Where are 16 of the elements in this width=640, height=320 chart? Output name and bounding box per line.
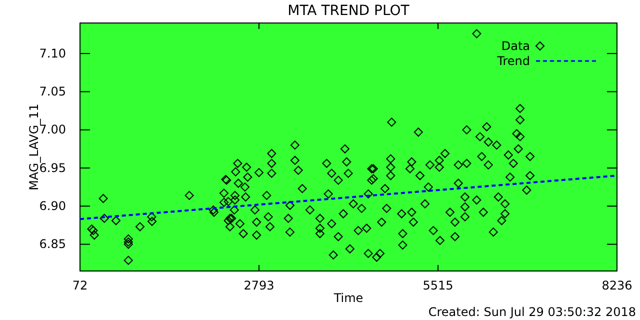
y-tick-label: 6.90	[39, 198, 66, 213]
legend-label: Trend	[496, 54, 530, 68]
y-tick-label: 7.00	[39, 122, 66, 137]
y-tick-label: 7.10	[39, 46, 66, 60]
x-tick-label: 5515	[422, 278, 454, 293]
x-tick-label: 72	[72, 278, 88, 293]
y-tick-label: 6.95	[39, 160, 66, 175]
legend-label: Data	[501, 39, 530, 53]
x-tick-label: 2793	[244, 278, 274, 293]
y-tick-label: 7.05	[39, 84, 66, 99]
y-axis-title: MAG_LAVG_11	[27, 104, 41, 190]
chart-title: MTA TREND PLOT	[288, 3, 410, 19]
y-tick-label: 6.85	[39, 237, 66, 252]
text: Created: Sun Jul 29 03:50:32 2018	[428, 305, 636, 319]
x-axis-title: Time	[332, 291, 364, 305]
x-tick-label: 8236	[602, 278, 632, 293]
